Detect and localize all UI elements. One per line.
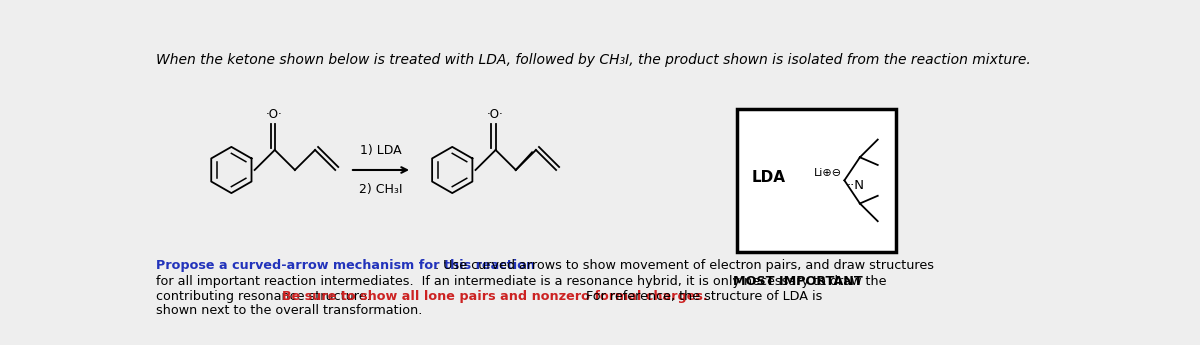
Text: ··N: ··N: [847, 179, 865, 192]
Text: Propose a curved-arrow mechanism for this reaction: Propose a curved-arrow mechanism for thi…: [156, 259, 535, 272]
Text: ·O·: ·O·: [265, 108, 282, 121]
Text: When the ketone shown below is treated with LDA, followed by CH₃I, the product s: When the ketone shown below is treated w…: [156, 53, 1031, 67]
Text: Li⊕⊖: Li⊕⊖: [814, 168, 842, 178]
Text: For reference, the structure of LDA is: For reference, the structure of LDA is: [578, 290, 822, 303]
Text: shown next to the overall transformation.: shown next to the overall transformation…: [156, 304, 422, 317]
Text: . Use curved arrows to show movement of electron pairs, and draw structures: . Use curved arrows to show movement of …: [436, 259, 935, 272]
Text: for all important reaction intermediates.  If an intermediate is a resonance hyb: for all important reaction intermediates…: [156, 275, 890, 288]
Text: Be sure to show all lone pairs and nonzero formal charges.: Be sure to show all lone pairs and nonze…: [282, 290, 707, 303]
Text: LDA: LDA: [751, 170, 785, 185]
Bar: [738, 109, 896, 252]
Text: MOST IMPORTANT: MOST IMPORTANT: [733, 275, 863, 288]
Text: 2) CH₃I: 2) CH₃I: [359, 183, 403, 196]
Text: ·O·: ·O·: [486, 108, 503, 121]
Text: 1) LDA: 1) LDA: [360, 144, 402, 157]
Text: contributing resonance structure.: contributing resonance structure.: [156, 290, 379, 303]
